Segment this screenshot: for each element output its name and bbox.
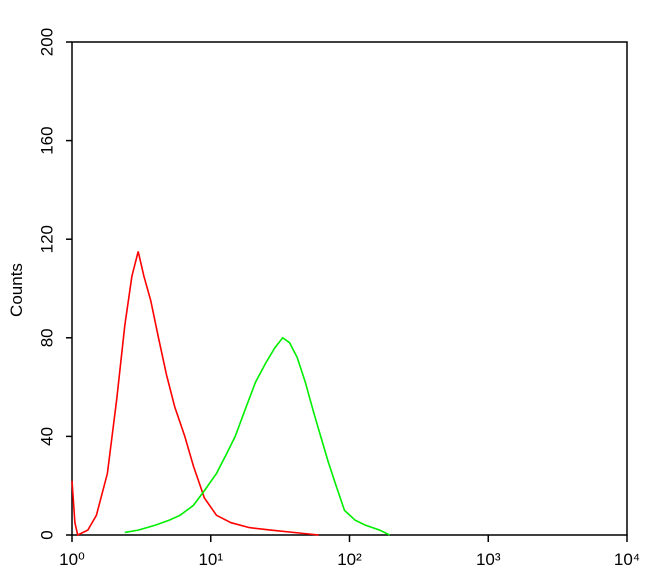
y-axis-label: Counts — [7, 263, 26, 317]
y-tick-label: 160 — [37, 126, 56, 154]
x-tick-label: 10⁴ — [614, 550, 640, 569]
y-tick-label: 120 — [37, 225, 56, 253]
x-tick-label: 10² — [337, 550, 362, 569]
y-tick-label: 80 — [37, 328, 56, 347]
histogram-line — [71, 251, 319, 537]
y-tick-label: 200 — [37, 28, 56, 56]
x-tick-label: 10¹ — [198, 550, 223, 569]
y-tick-label: 0 — [37, 530, 56, 539]
x-tick-label: 10⁰ — [59, 550, 85, 569]
y-tick-label: 40 — [37, 427, 56, 446]
x-tick-label: 10³ — [476, 550, 501, 569]
plot-frame — [71, 41, 628, 536]
histogram-line — [124, 336, 391, 536]
